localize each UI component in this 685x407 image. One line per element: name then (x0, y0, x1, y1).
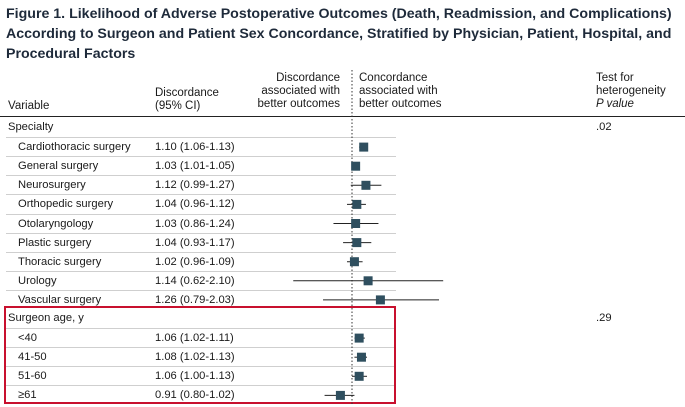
row-ci-value: 1.08 (1.02-1.13) (155, 351, 235, 364)
row-ci-value: 1.10 (1.06-1.13) (155, 141, 235, 154)
header-concordance-better: Concordance associated with better outco… (359, 72, 441, 111)
estimate-marker (363, 276, 373, 286)
header-left-line2: associated with (261, 85, 340, 97)
header-discordance-ci: Discordance (95% CI) (155, 87, 219, 113)
row-separator (6, 366, 396, 368)
estimate-marker (352, 199, 362, 209)
row-ci-value: 0.91 (0.80-1.02) (155, 389, 235, 402)
estimate-marker (352, 238, 362, 248)
row-label: Orthopedic surgery (18, 198, 114, 211)
row-separator (6, 232, 396, 234)
header-discordance-better: Discordance associated with better outco… (238, 72, 340, 111)
group-label: Surgeon age, y (8, 312, 84, 324)
row-separator (6, 347, 396, 349)
estimate-marker (356, 352, 366, 362)
header-left-line3: better outcomes (257, 98, 340, 110)
row-label: 51-60 (18, 370, 47, 383)
row-label: General surgery (18, 160, 99, 173)
row-label: Vascular surgery (18, 293, 102, 306)
row-separator (6, 156, 396, 158)
estimate-marker (335, 390, 345, 400)
row-ci-value: 1.06 (1.00-1.13) (155, 370, 235, 383)
header-rule (0, 116, 685, 117)
estimate-marker (354, 333, 364, 343)
row-label: Cardiothoracic surgery (18, 141, 131, 154)
row-separator (6, 175, 396, 177)
row-separator (6, 213, 396, 215)
header-right-line1: Concordance (359, 72, 428, 84)
header-variable: Variable (8, 100, 50, 112)
estimate-marker (361, 180, 371, 190)
header-test-line1: Test for (596, 72, 634, 84)
row-ci-value: 1.14 (0.62-2.10) (155, 274, 235, 287)
row-ci-value: 1.03 (1.01-1.05) (155, 160, 235, 173)
header-left-line1: Discordance (276, 72, 340, 84)
estimate-marker (354, 371, 364, 381)
heterogeneity-p-value: .02 (596, 121, 612, 133)
figure-title: Figure 1. Likelihood of Adverse Postoper… (6, 6, 672, 62)
row-label: Neurosurgery (18, 179, 86, 192)
header-right-line2: associated with (359, 85, 438, 97)
row-separator (6, 194, 396, 196)
row-label: Otolaryngology (18, 217, 94, 230)
row-label: ≥61 (18, 389, 37, 402)
row-ci-value: 1.06 (1.02-1.11) (155, 332, 234, 345)
row-separator (6, 251, 396, 253)
header-test-line3: P value (596, 98, 634, 110)
row-ci-value: 1.12 (0.99-1.27) (155, 179, 235, 192)
heterogeneity-p-value: .29 (596, 312, 612, 324)
header-right-line3: better outcomes (359, 98, 442, 110)
estimate-marker (349, 257, 359, 267)
row-separator (6, 328, 396, 330)
estimate-marker (351, 219, 361, 228)
group-label: Specialty (8, 121, 54, 133)
row-ci-value: 1.04 (0.96-1.12) (155, 198, 235, 211)
header-heterogeneity-test: Test for heterogeneity P value (596, 72, 666, 111)
row-separator (6, 137, 396, 139)
row-separator (6, 270, 396, 272)
row-label: Thoracic surgery (18, 255, 102, 268)
header-discordance-line1: Discordance (155, 87, 219, 99)
estimate-marker (359, 142, 369, 152)
row-label: Plastic surgery (18, 236, 92, 249)
row-ci-value: 1.02 (0.96-1.09) (155, 255, 235, 268)
row-ci-value: 1.03 (0.86-1.24) (155, 217, 235, 230)
row-label: Urology (18, 274, 57, 287)
row-separator (6, 289, 396, 291)
row-label: 41-50 (18, 351, 47, 364)
estimate-marker (375, 295, 385, 305)
row-separator (6, 385, 396, 387)
row-ci-value: 1.04 (0.93-1.17) (155, 236, 235, 249)
row-label: <40 (18, 332, 37, 345)
surgeon-age-highlight-box (4, 306, 396, 404)
header-discordance-line2: (95% CI) (155, 100, 201, 112)
estimate-marker (351, 161, 361, 171)
header-test-line2: heterogeneity (596, 85, 666, 97)
row-ci-value: 1.26 (0.79-2.03) (155, 293, 235, 306)
